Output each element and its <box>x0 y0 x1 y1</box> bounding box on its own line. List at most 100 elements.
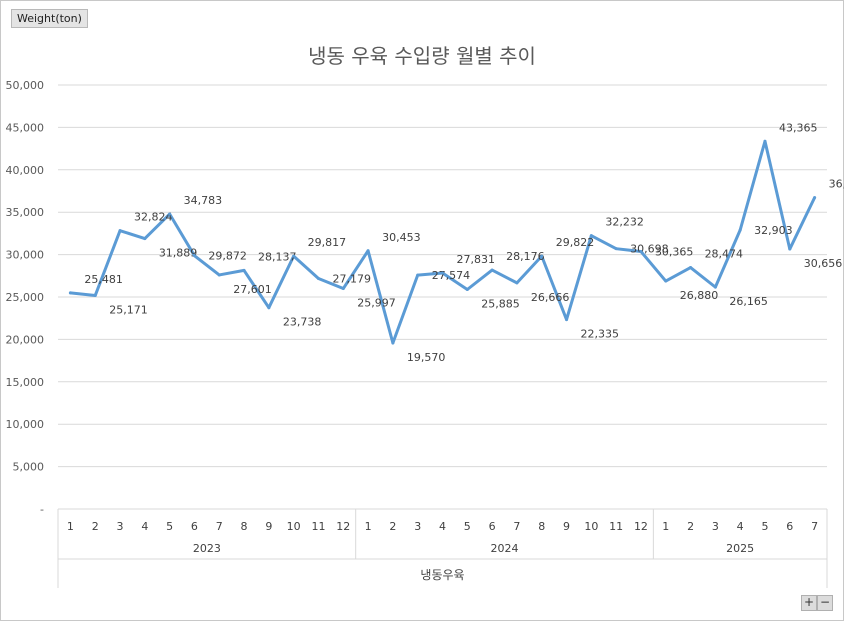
month-tick-label: 9 <box>265 520 272 533</box>
data-point <box>614 247 618 251</box>
month-tick-label: 5 <box>166 520 173 533</box>
month-tick-label: 1 <box>365 520 372 533</box>
y-tick-label: 35,000 <box>6 206 45 219</box>
data-label: 23,738 <box>283 316 322 329</box>
data-label: 25,997 <box>357 297 396 310</box>
data-label: 29,817 <box>308 236 347 249</box>
y-tick-label: 5,000 <box>13 461 45 474</box>
data-label: 27,574 <box>432 269 471 282</box>
month-tick-label: 2 <box>687 520 694 533</box>
month-tick-label: 8 <box>241 520 248 533</box>
data-label: 25,481 <box>84 273 123 286</box>
data-point <box>292 254 296 258</box>
data-label: 32,824 <box>134 211 173 224</box>
data-label: 26,880 <box>680 289 719 302</box>
month-tick-label: 3 <box>712 520 719 533</box>
month-tick-label: 11 <box>311 520 325 533</box>
data-label: 28,474 <box>705 248 744 261</box>
data-label: 34,783 <box>184 194 223 207</box>
month-tick-label: 5 <box>464 520 471 533</box>
data-label: 27,601 <box>233 283 272 296</box>
month-tick-label: 4 <box>141 520 148 533</box>
month-tick-label: 6 <box>786 520 793 533</box>
data-point <box>589 234 593 238</box>
month-tick-label: 3 <box>117 520 124 533</box>
x-axis-title: 냉동우육 <box>420 568 464 582</box>
data-label: 27,179 <box>332 273 371 286</box>
month-tick-label: 7 <box>216 520 223 533</box>
y-tick-label: 25,000 <box>6 291 45 304</box>
y-tick-label: 30,000 <box>6 249 45 262</box>
data-label: 26,666 <box>531 291 570 304</box>
year-label: 2023 <box>193 542 221 555</box>
data-point <box>366 249 370 253</box>
month-tick-label: 10 <box>584 520 598 533</box>
y-tick-label: 40,000 <box>6 164 45 177</box>
y-tick-label: 10,000 <box>6 418 45 431</box>
data-label: 32,232 <box>605 216 644 229</box>
data-point <box>540 254 544 258</box>
zoom-in-button[interactable]: + <box>801 595 817 611</box>
data-label: 31,889 <box>159 247 198 260</box>
data-point <box>465 287 469 291</box>
data-label: 30,698 <box>630 243 669 256</box>
unit-button[interactable]: Weight(ton) <box>11 9 88 28</box>
y-tick-label: 45,000 <box>6 121 45 134</box>
data-label: 29,822 <box>556 236 595 249</box>
data-point <box>713 285 717 289</box>
data-point <box>93 294 97 298</box>
data-label: 25,885 <box>481 297 520 310</box>
month-tick-label: 4 <box>439 520 446 533</box>
data-label: 36,718 <box>829 178 844 191</box>
month-tick-label: 7 <box>513 520 520 533</box>
data-point <box>565 318 569 322</box>
data-label: 29,872 <box>208 250 247 263</box>
month-tick-label: 7 <box>811 520 818 533</box>
month-tick-label: 2 <box>389 520 396 533</box>
data-point <box>217 273 221 277</box>
chart-title: 냉동 우육 수입량 월별 추이 <box>308 44 536 68</box>
series-line <box>68 139 817 345</box>
y-tick-label: - <box>40 503 44 516</box>
zoom-out-button[interactable]: − <box>817 595 833 611</box>
month-tick-label: 6 <box>489 520 496 533</box>
data-point <box>143 237 147 241</box>
data-point <box>763 139 767 143</box>
month-tick-label: 6 <box>191 520 198 533</box>
data-point <box>689 266 693 270</box>
month-tick-label: 9 <box>563 520 570 533</box>
data-point <box>192 254 196 258</box>
data-point <box>664 279 668 283</box>
month-tick-label: 12 <box>336 520 350 533</box>
year-label: 2025 <box>726 542 754 555</box>
month-tick-label: 1 <box>67 520 74 533</box>
month-tick-label: 8 <box>538 520 545 533</box>
data-point <box>441 271 444 275</box>
data-label: 22,335 <box>581 328 620 341</box>
data-point <box>813 196 817 200</box>
data-point <box>738 228 742 232</box>
data-label: 25,171 <box>109 304 148 317</box>
data-point <box>68 291 72 295</box>
data-point <box>341 287 345 291</box>
data-label: 30,656 <box>804 257 843 270</box>
y-tick-label: 20,000 <box>6 333 45 346</box>
data-label: 43,365 <box>779 121 818 134</box>
data-point <box>515 281 519 285</box>
data-label: 27,831 <box>457 253 496 266</box>
data-label: 28,137 <box>258 250 297 263</box>
data-label: 30,453 <box>382 231 421 244</box>
month-tick-label: 10 <box>287 520 301 533</box>
data-point <box>416 273 420 277</box>
data-label: 30,365 <box>655 246 694 259</box>
month-tick-label: 5 <box>761 520 768 533</box>
data-label: 32,903 <box>754 224 793 237</box>
month-tick-label: 2 <box>92 520 99 533</box>
data-point <box>316 277 320 281</box>
data-label: 19,570 <box>407 351 446 364</box>
month-tick-label: 4 <box>737 520 744 533</box>
data-label: 26,165 <box>729 295 768 308</box>
y-tick-label: 15,000 <box>6 376 45 389</box>
